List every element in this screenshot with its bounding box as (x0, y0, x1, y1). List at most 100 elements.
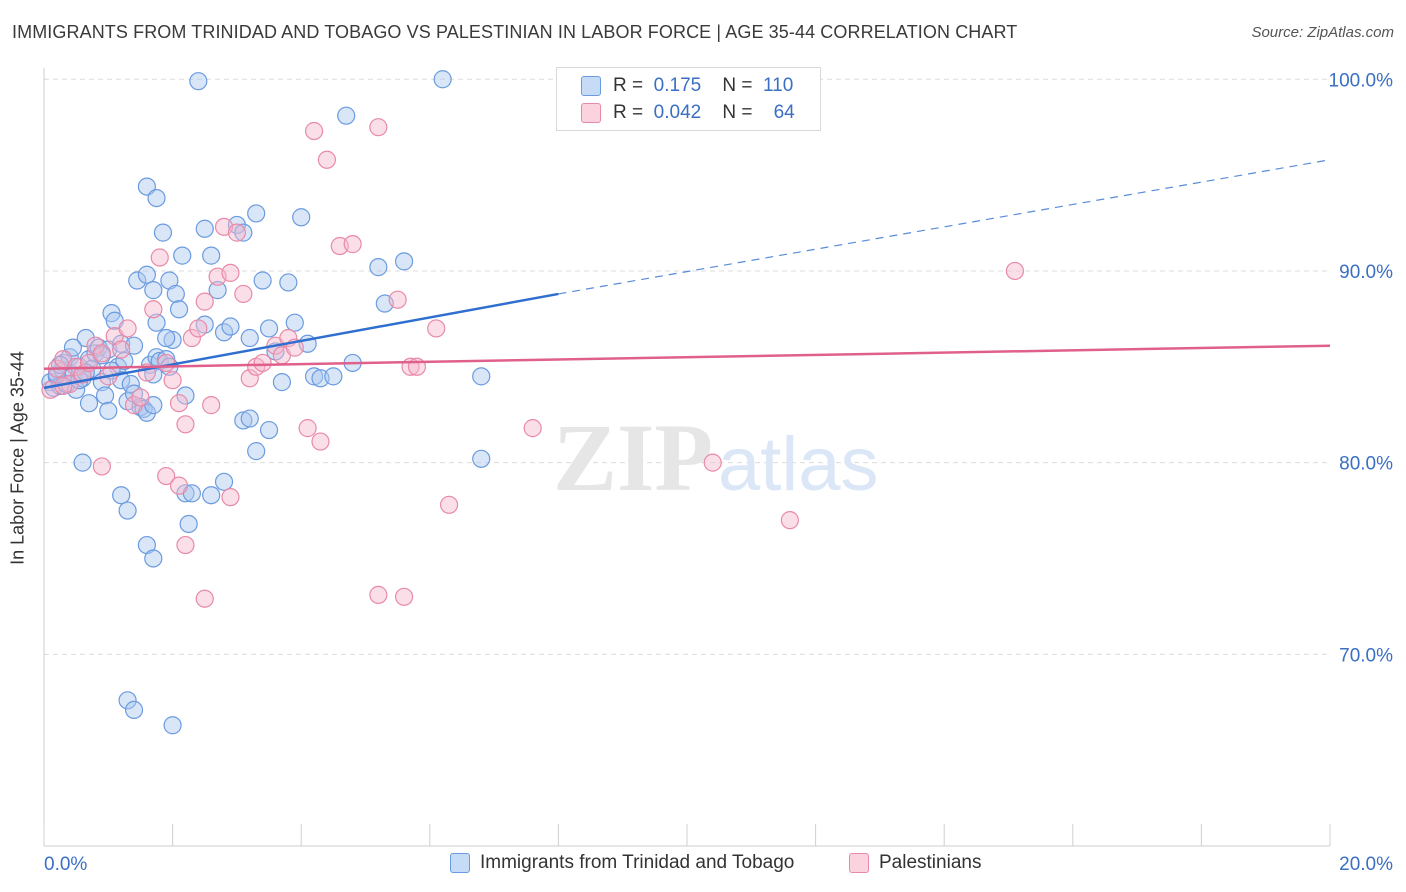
trinidad-point (279, 273, 298, 292)
trinidad-point (163, 716, 182, 735)
legend-n-value: 110 (763, 75, 794, 96)
trinidad-point (472, 367, 491, 386)
palestinian-point (369, 585, 388, 604)
trinidad-point (202, 246, 221, 265)
trinidad-point (202, 486, 221, 505)
legend-n-label: N = (722, 75, 753, 96)
trinidad-point (369, 258, 388, 277)
palestinian-point (144, 300, 163, 319)
palestinian-point (304, 121, 324, 141)
legend-row-palestinian: R = 0.042 N = 64 (581, 101, 795, 125)
palestinian-point (369, 118, 388, 137)
trinidad-point (128, 271, 147, 290)
trinidad-point (433, 70, 452, 89)
palestinian-point (195, 292, 214, 311)
legend-swatch-palestinian (581, 103, 601, 123)
trinidad-point (99, 401, 118, 420)
y-tick-label: 90.0% (1339, 262, 1393, 283)
palestinian-point (311, 432, 330, 451)
x-tick-label: 0.0% (44, 854, 87, 875)
palestinian-point (1005, 261, 1025, 281)
trinidad-point (118, 691, 137, 710)
bottom-legend-label-trinidad: Immigrants from Trinidad and Tobago (480, 852, 795, 873)
trinidad-trend-extension (558, 159, 1331, 295)
trinidad-point (144, 281, 163, 300)
bottom-legend-trinidad: Immigrants from Trinidad and Tobago (450, 852, 794, 874)
trinidad-point (137, 265, 156, 284)
trinidad-point (234, 223, 253, 242)
palestinian-point (240, 369, 259, 388)
trinidad-point (124, 700, 144, 720)
palestinian-point (253, 353, 272, 373)
legend-swatch-trinidad (581, 76, 601, 96)
palestinian-point (73, 365, 92, 384)
trinidad-point (214, 472, 234, 491)
palestinian-point (157, 353, 176, 373)
trinidad-point (221, 317, 240, 336)
trinidad-point (115, 351, 134, 371)
trinidad-point (292, 208, 311, 227)
palestinian-point (202, 396, 221, 415)
trinidad-point (195, 219, 214, 238)
trinidad-point (337, 106, 356, 125)
bottom-legend-swatch-palestinian (849, 853, 869, 873)
palestinian-point (176, 535, 195, 555)
palestinian-point (195, 589, 214, 608)
trinidad-point (60, 348, 79, 367)
trinidad-point (394, 252, 414, 271)
trinidad-point (259, 420, 279, 440)
trinidad-point (118, 501, 137, 520)
palestinian-point (317, 150, 337, 169)
trinidad-point (285, 313, 304, 332)
trinidad-point (259, 319, 279, 338)
bottom-legend-swatch-trinidad (450, 853, 470, 873)
palestinian-point (523, 419, 542, 438)
palestinian-point (169, 476, 189, 495)
trinidad-point (472, 449, 491, 468)
legend-n-value: 64 (773, 102, 795, 123)
trinidad-point (234, 411, 253, 430)
trinidad-point (240, 328, 259, 348)
palestinian-point (227, 223, 246, 242)
palestinian-point (343, 235, 362, 254)
trinidad-point (147, 188, 166, 208)
legend-n-label: N = (722, 102, 753, 123)
trinidad-point (76, 328, 95, 348)
legend-r-label: R = (613, 102, 644, 123)
legend-r-value: 0.175 (653, 75, 702, 96)
trinidad-point (240, 409, 259, 428)
watermark-atlas: atlas (718, 422, 879, 507)
y-tick-label: 80.0% (1339, 454, 1393, 475)
source-label: Source: ZipAtlas.com (1251, 24, 1394, 41)
trinidad-trend-line (43, 292, 559, 390)
y-tick-label: 100.0% (1329, 70, 1394, 91)
palestinian-trend-line (43, 344, 1331, 370)
correlation-legend: R = 0.175 N = 110 R = 0.042 N = 64 (556, 67, 821, 131)
chart-title: IMMIGRANTS FROM TRINIDAD AND TOBAGO VS P… (12, 22, 1018, 42)
palestinian-point (150, 248, 169, 267)
trinidad-point (157, 328, 176, 348)
trinidad-point (153, 223, 173, 242)
palestinian-point (131, 388, 150, 407)
trinidad-point (112, 486, 131, 505)
trinidad-point (73, 453, 92, 472)
palestinian-point (169, 394, 189, 413)
trinidad-point (47, 365, 66, 384)
trinidad-point (324, 367, 343, 386)
x-tick-label: 20.0% (1339, 854, 1393, 875)
trinidad-point (144, 549, 163, 568)
palestinian-point (163, 371, 182, 390)
bottom-legend-label-palestinian: Palestinians (879, 852, 982, 873)
trinidad-point (189, 72, 208, 91)
trinidad-point (304, 367, 324, 386)
y-tick-label: 70.0% (1339, 645, 1393, 666)
palestinian-point (234, 284, 253, 304)
bottom-legend-palestinian: Palestinians (849, 852, 981, 874)
palestinian-point (427, 319, 446, 338)
trinidad-point (166, 284, 185, 304)
trinidad-point (173, 246, 192, 265)
palestinian-point (703, 453, 722, 472)
trinidad-point (121, 374, 140, 394)
trinidad-point (163, 330, 182, 350)
